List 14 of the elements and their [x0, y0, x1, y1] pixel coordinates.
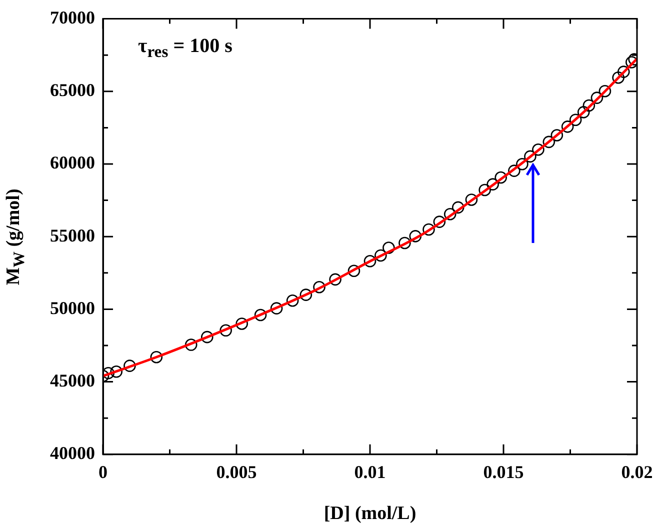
x-tick-label: 0.02 [621, 462, 653, 482]
y-tick-label: 45000 [50, 370, 95, 390]
y-tick-label: 50000 [50, 298, 95, 318]
y-tick-label: 65000 [50, 80, 95, 100]
x-tick-label: 0 [98, 462, 108, 482]
x-tick-label: 0.01 [354, 462, 386, 482]
y-tick-label: 70000 [50, 7, 95, 28]
x-axis-title: [D] (mol/L) [324, 503, 416, 525]
annotation: τ$_{res}$ = 100 s [138, 34, 232, 62]
y-tick-label: 40000 [50, 443, 95, 464]
y-tick-label: 55000 [50, 225, 95, 246]
y-tick-label: 60000 [50, 152, 95, 173]
x-tick-label: 0.015 [483, 462, 524, 482]
x-tick-label: 0.005 [216, 462, 257, 482]
